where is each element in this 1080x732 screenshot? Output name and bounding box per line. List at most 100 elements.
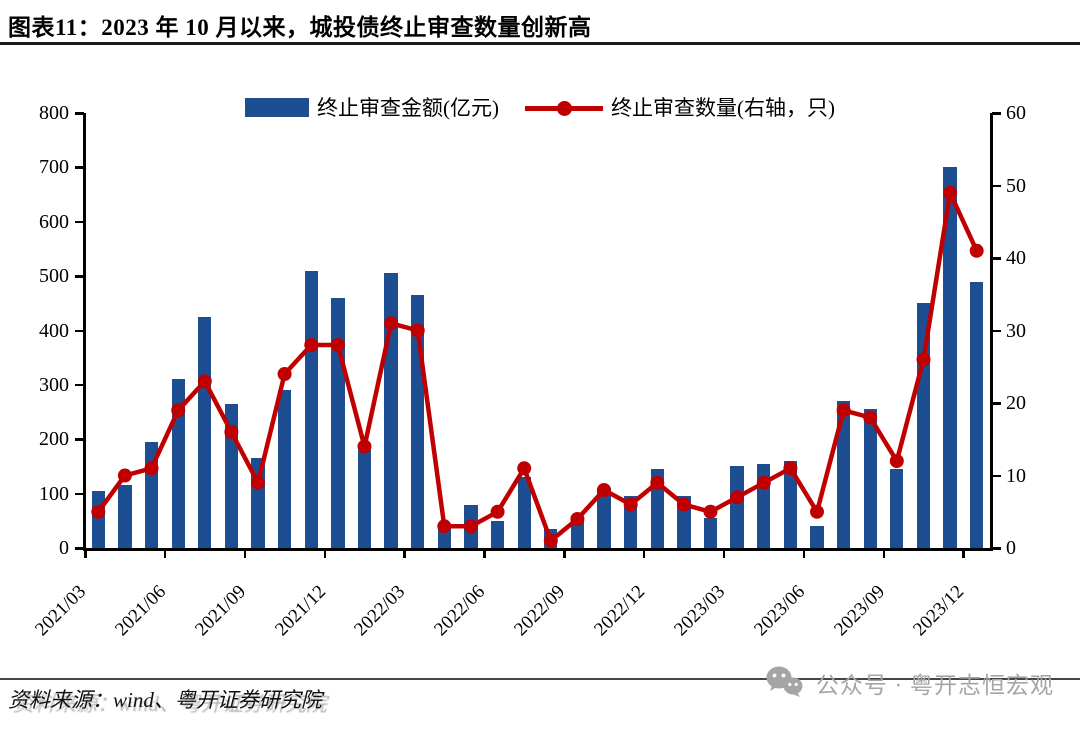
footer-divider xyxy=(0,678,1080,680)
x-axis-label: 2022/03 xyxy=(350,581,410,641)
y-axis-right xyxy=(990,113,993,550)
line-point xyxy=(197,374,212,389)
wechat-account-name: 公众号 · 粤开志恒宏观 xyxy=(815,673,1054,698)
line-point xyxy=(464,519,478,534)
line-point xyxy=(357,439,372,454)
bar xyxy=(118,485,132,548)
line-swatch-dot-icon xyxy=(557,100,572,116)
line-point xyxy=(916,352,931,367)
line-point xyxy=(224,425,239,439)
line-point xyxy=(943,185,958,200)
x-tick xyxy=(722,550,726,558)
x-axis-label: 2023/09 xyxy=(829,581,889,641)
bar xyxy=(570,518,585,548)
x-axis-label: 2022/06 xyxy=(430,581,490,641)
y-axis-label-right: 40 xyxy=(1006,247,1026,269)
y-axis-label-left: 200 xyxy=(39,428,69,451)
bar-series-swatch xyxy=(245,97,309,117)
bar xyxy=(810,526,824,548)
y-tick-left xyxy=(75,112,84,115)
x-axis-label: 2023/03 xyxy=(669,581,729,641)
y-axis-label-right: 50 xyxy=(1006,174,1026,197)
line-point xyxy=(756,475,771,490)
x-axis-label: 2022/09 xyxy=(510,581,570,641)
y-tick-right xyxy=(992,547,1001,550)
title-bar: 图表11：2023 年 10 月以来，城投债终止审查数量创新高 xyxy=(0,0,1080,45)
bar xyxy=(970,281,984,548)
y-tick-left xyxy=(75,438,84,441)
line-point xyxy=(730,490,745,505)
line-point xyxy=(410,323,425,338)
bar xyxy=(517,477,531,548)
x-axis-label: 2021/03 xyxy=(31,581,91,641)
y-axis-label-left: 600 xyxy=(39,210,69,233)
y-tick-left xyxy=(75,492,84,496)
line-point xyxy=(836,403,851,418)
y-axis-label-right: 30 xyxy=(1006,319,1026,342)
x-tick xyxy=(163,550,167,558)
x-axis-label: 2021/06 xyxy=(111,581,170,641)
x-tick xyxy=(403,550,406,558)
x-tick xyxy=(962,550,965,558)
y-axis-label-right: 10 xyxy=(1006,464,1026,487)
source-text: 资料来源：wind、粤开证券研究院 xyxy=(8,688,322,712)
x-axis-label: 2023/12 xyxy=(909,581,969,641)
x-tick xyxy=(323,550,327,558)
y-axis-label-left: 300 xyxy=(39,373,69,396)
y-tick-right xyxy=(992,184,1001,187)
y-tick-right xyxy=(992,112,1001,115)
line-point xyxy=(570,512,585,526)
x-tick xyxy=(563,550,566,558)
line-point xyxy=(251,475,265,490)
line-point xyxy=(490,504,505,519)
y-tick-left xyxy=(75,383,84,387)
y-tick-left xyxy=(75,275,84,278)
y-axis-label-right: 60 xyxy=(1006,102,1026,124)
x-tick xyxy=(802,550,806,558)
chart-title: 图表11：2023 年 10 月以来，城投债终止审查数量创新高 xyxy=(8,15,592,40)
y-tick-left xyxy=(75,329,84,332)
y-axis-label-left: 500 xyxy=(39,265,69,288)
line-point xyxy=(277,367,292,381)
line-point xyxy=(171,403,186,418)
chart-legend: 终止审查金额(亿元) 终止审查数量(右轴，只) xyxy=(245,92,835,122)
wechat-account-badge: 公众号 · 粤开志恒宏观 xyxy=(764,664,1054,702)
line-point xyxy=(543,533,558,548)
bar xyxy=(490,520,505,548)
y-tick-right xyxy=(992,402,1001,405)
y-tick-left xyxy=(75,220,84,224)
x-axis-label: 2021/09 xyxy=(190,581,250,641)
y-axis-label-left: 400 xyxy=(39,319,69,342)
line-point xyxy=(597,483,611,497)
bar xyxy=(198,316,212,548)
x-axis xyxy=(83,548,993,551)
bar xyxy=(730,466,744,548)
y-axis-label-left: 0 xyxy=(59,537,69,559)
y-tick-right xyxy=(992,474,1001,477)
line-point xyxy=(144,461,159,476)
x-tick xyxy=(483,550,486,558)
title-underline xyxy=(0,42,1080,45)
x-tick xyxy=(243,550,247,558)
bar xyxy=(863,409,877,548)
bar xyxy=(277,390,292,548)
line-point xyxy=(969,243,984,258)
x-axis-label: 2023/06 xyxy=(749,581,809,641)
x-axis-label: 2021/12 xyxy=(270,581,330,641)
bar xyxy=(703,518,718,548)
line-series xyxy=(91,185,984,548)
y-axis-label-right: 20 xyxy=(1006,392,1026,414)
line-point xyxy=(330,338,345,352)
x-tick xyxy=(84,550,87,558)
wechat-icon xyxy=(766,666,803,697)
line-point xyxy=(91,504,106,519)
y-tick-right xyxy=(992,329,1001,332)
line-point xyxy=(889,454,904,468)
y-tick-left xyxy=(75,547,84,550)
line-point xyxy=(117,468,132,483)
y-tick-right xyxy=(992,257,1001,260)
x-axis-label: 2022/12 xyxy=(590,581,650,641)
y-axis-label-left: 700 xyxy=(39,156,69,179)
y-axis-label-left: 100 xyxy=(39,482,69,505)
